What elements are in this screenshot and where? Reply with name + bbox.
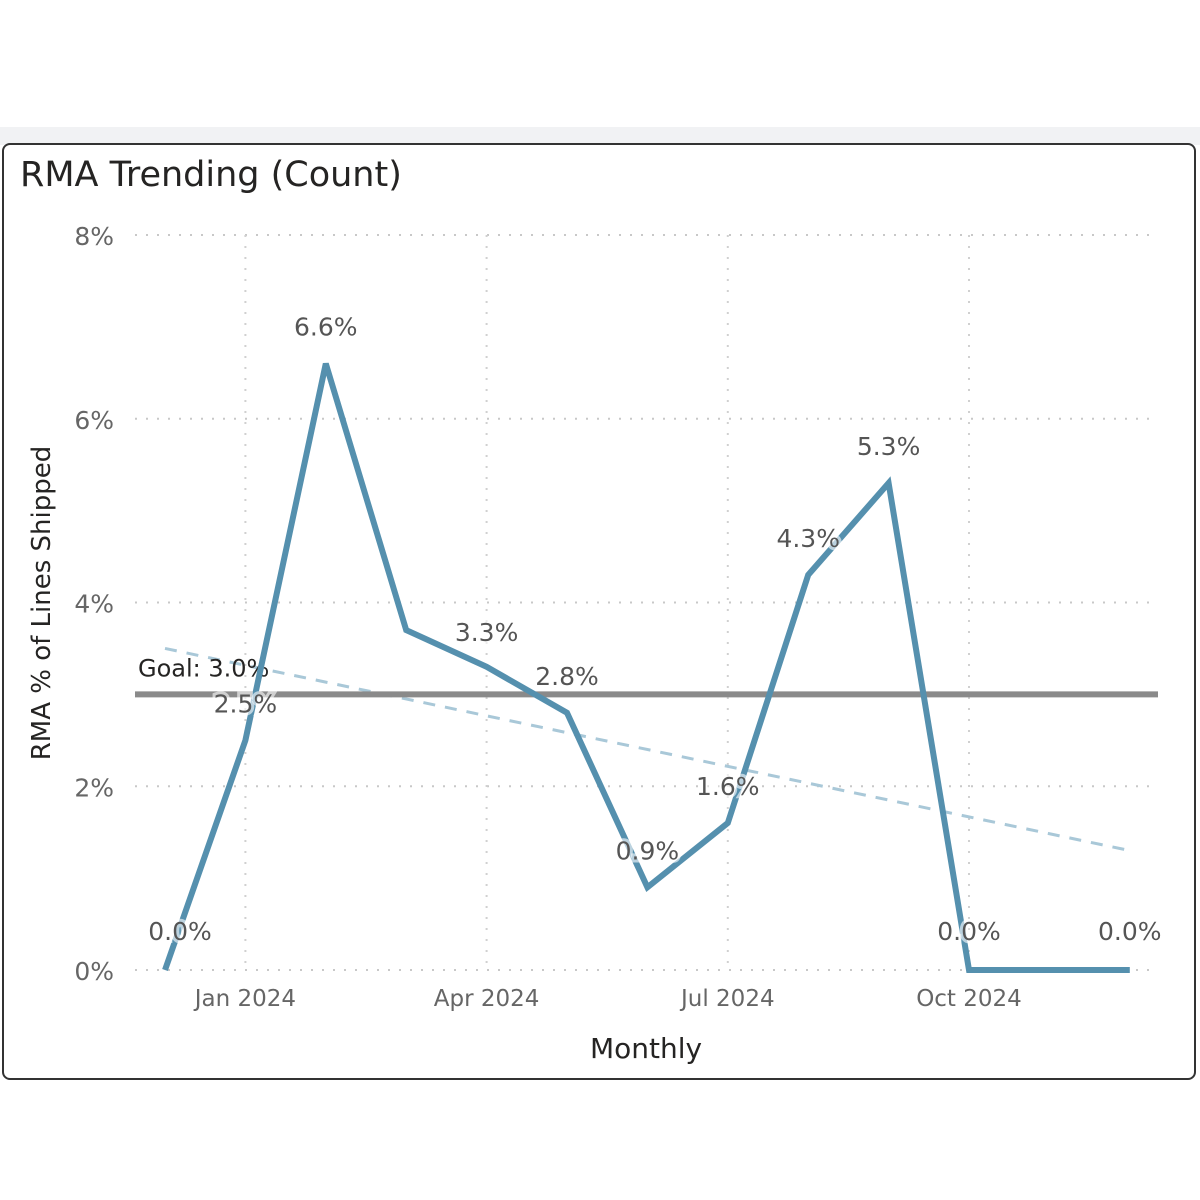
chart-card <box>2 143 1196 1080</box>
data-label: 5.3% <box>857 432 921 461</box>
trend-line <box>164 646 1131 853</box>
data-label: 1.6% <box>696 772 760 801</box>
data-label: 3.3% <box>455 618 519 647</box>
data-label: 0.0% <box>937 917 1001 946</box>
y-tick-label: 6% <box>74 406 114 435</box>
x-axis-label: Monthly <box>590 1032 702 1065</box>
series-line <box>162 362 1130 973</box>
chart-title: RMA Trending (Count) <box>20 155 402 195</box>
y-tick-label: 2% <box>74 773 114 802</box>
y-tick-label: 4% <box>74 590 114 619</box>
data-label: 2.8% <box>535 662 599 691</box>
top-strip <box>0 127 1200 145</box>
data-label: 2.5% <box>214 689 278 718</box>
data-label: 0.0% <box>148 917 212 946</box>
data-label: 0.9% <box>616 836 680 865</box>
data-label: 4.3% <box>776 524 840 553</box>
x-tick-label: Jul 2024 <box>679 986 775 1012</box>
y-axis-label: RMA % of Lines Shipped <box>27 446 57 761</box>
y-tick-label: 8% <box>74 222 114 251</box>
data-label: 6.6% <box>294 313 358 342</box>
x-tick-label: Oct 2024 <box>916 986 1022 1012</box>
x-tick-label: Apr 2024 <box>434 986 540 1012</box>
data-label: 0.0% <box>1098 917 1162 946</box>
x-tick-label: Jan 2024 <box>193 986 296 1012</box>
y-tick-label: 0% <box>74 957 114 986</box>
goal-label: Goal: 3.0% <box>138 654 269 682</box>
